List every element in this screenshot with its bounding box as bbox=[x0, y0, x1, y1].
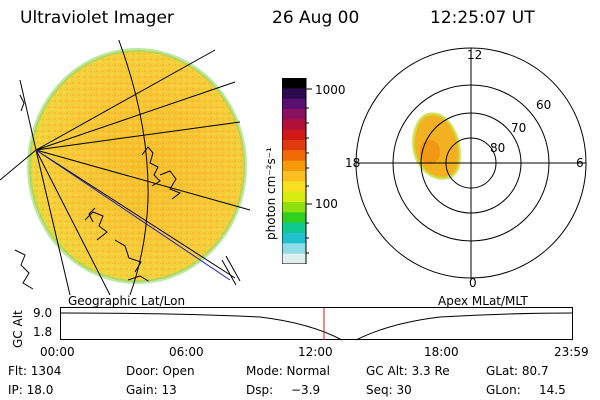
polar-grid bbox=[355, 47, 587, 279]
colorbar-band bbox=[282, 253, 306, 264]
lat-label-80: 80 bbox=[490, 141, 506, 155]
geographic-latitude: GLat: 80.7 bbox=[486, 364, 549, 378]
door-status: Door: Open bbox=[126, 364, 195, 378]
coastlines bbox=[84, 146, 182, 282]
altitude-ytick-high: 9.0 bbox=[33, 306, 53, 320]
mode-status: Mode: Normal bbox=[246, 364, 330, 378]
mlt-label-0: 0 bbox=[469, 276, 477, 290]
time-tick-1200: 12:00 bbox=[298, 345, 333, 359]
date-label: 26 Aug 00 bbox=[272, 8, 360, 28]
colorbar-band bbox=[282, 140, 306, 151]
flight-number: Flt: 1304 bbox=[8, 364, 62, 378]
time-label: 12:25:07 UT bbox=[430, 8, 535, 28]
polar-plot bbox=[355, 47, 587, 279]
colorbar-band bbox=[282, 171, 306, 182]
colorbar-band bbox=[282, 78, 306, 89]
colorbar-band bbox=[282, 202, 306, 213]
time-tick-1800: 18:00 bbox=[424, 345, 459, 359]
mlt-label-12: 12 bbox=[467, 48, 483, 62]
colorbar-ticks bbox=[306, 88, 312, 254]
colorbar-band bbox=[282, 160, 306, 172]
colorbar-band bbox=[282, 191, 306, 203]
lat-label-70: 70 bbox=[511, 121, 527, 135]
sequence-number: Seq: 30 bbox=[366, 383, 412, 397]
colorbar-band bbox=[282, 212, 306, 224]
dsp-value: −3.9 bbox=[291, 383, 321, 397]
time-tick-2359: 23:59 bbox=[554, 345, 589, 359]
colorbar-band bbox=[282, 243, 306, 255]
colorbar bbox=[282, 78, 312, 264]
apex-panel-label: Apex MLat/MLT bbox=[438, 294, 528, 308]
gc-altitude: GC Alt: 3.3 Re bbox=[366, 364, 450, 378]
colorbar-band bbox=[282, 98, 306, 110]
colorbar-tick-1000: 1000 bbox=[315, 83, 346, 97]
glon-value: 14.5 bbox=[539, 383, 566, 397]
colorbar-band bbox=[282, 150, 306, 162]
colorbar-unit-label: photon cm⁻²s⁻¹ bbox=[264, 147, 278, 240]
geographic-panel-label: Geographic Lat/Lon bbox=[68, 294, 186, 308]
time-tick-0600: 06:00 bbox=[169, 345, 204, 359]
ip-value: IP: 18.0 bbox=[8, 383, 54, 397]
time-tick-0000: 00:00 bbox=[40, 345, 75, 359]
dsp-label: Dsp: bbox=[246, 383, 274, 397]
coastlines-outside bbox=[14, 94, 34, 290]
instrument-title: Ultraviolet Imager bbox=[20, 8, 174, 28]
auroral-oval bbox=[411, 112, 462, 180]
mlt-label-18: 18 bbox=[345, 156, 361, 170]
altitude-timeline bbox=[60, 307, 573, 341]
colorbar-band bbox=[282, 88, 306, 100]
altitude-ytick-low: 1.8 bbox=[33, 325, 53, 339]
glon-label: GLon: bbox=[486, 383, 521, 397]
gain-value: Gain: 13 bbox=[126, 383, 177, 397]
earth-disk bbox=[27, 48, 247, 284]
colorbar-band bbox=[282, 222, 306, 234]
colorbar-band bbox=[282, 181, 306, 193]
sun-line bbox=[35, 149, 241, 286]
mlt-label-6: 6 bbox=[576, 156, 584, 170]
colorbar-band bbox=[282, 233, 306, 244]
colorbar-band bbox=[282, 129, 306, 141]
altitude-axis-label: GC Alt bbox=[11, 310, 25, 348]
lat-label-60: 60 bbox=[536, 98, 552, 112]
colorbar-tick-100: 100 bbox=[315, 197, 338, 211]
colorbar-band bbox=[282, 109, 306, 120]
geographic-image bbox=[0, 40, 251, 295]
colorbar-band bbox=[282, 119, 306, 131]
